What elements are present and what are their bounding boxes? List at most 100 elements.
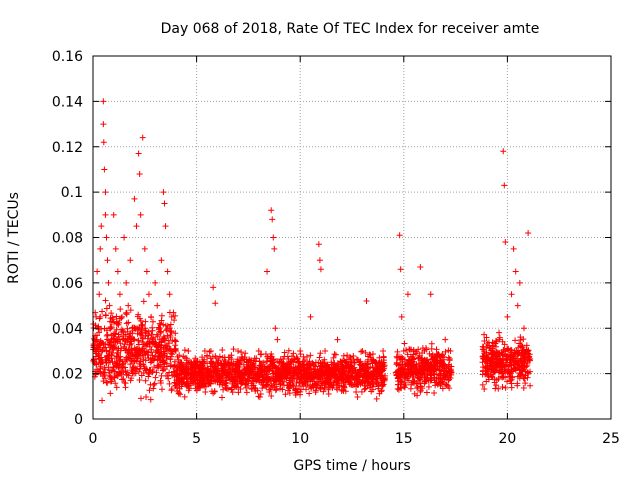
data-point <box>150 385 157 392</box>
data-point <box>101 369 108 376</box>
data-point <box>178 364 185 371</box>
data-point <box>313 379 320 386</box>
data-point <box>292 387 299 394</box>
data-point <box>90 335 97 342</box>
y-tick-label: 0.04 <box>52 321 83 337</box>
data-point <box>122 331 129 338</box>
data-point <box>256 379 263 386</box>
data-point <box>484 340 491 347</box>
data-point <box>414 383 421 390</box>
data-point <box>167 321 174 328</box>
data-point <box>249 362 256 369</box>
data-point <box>93 313 100 320</box>
data-point <box>229 366 236 373</box>
data-point <box>100 139 107 146</box>
data-point <box>360 362 367 369</box>
data-point <box>243 389 250 396</box>
data-point <box>319 380 326 387</box>
data-point <box>321 356 328 363</box>
data-point <box>211 365 218 372</box>
data-point <box>143 268 150 275</box>
data-point <box>120 332 127 339</box>
data-point <box>242 350 249 357</box>
data-point <box>139 346 146 353</box>
data-point <box>502 384 509 391</box>
data-point <box>153 331 160 338</box>
data-point <box>290 359 297 366</box>
data-point <box>205 380 212 387</box>
data-point <box>202 389 209 396</box>
data-point <box>224 370 231 377</box>
data-point <box>157 352 164 359</box>
data-point <box>317 386 324 393</box>
data-point <box>433 346 440 353</box>
data-point <box>307 383 314 390</box>
data-point <box>206 348 213 355</box>
data-point <box>525 347 532 354</box>
data-point <box>172 312 179 319</box>
y-tick-label: 0.14 <box>52 94 83 110</box>
data-point <box>264 381 271 388</box>
data-point <box>522 380 529 387</box>
data-point <box>397 372 404 379</box>
data-point <box>369 350 376 357</box>
data-point <box>271 363 278 370</box>
data-point <box>341 375 348 382</box>
data-point <box>216 377 223 384</box>
data-point <box>95 356 102 363</box>
data-point <box>108 336 115 343</box>
data-point <box>214 359 221 366</box>
data-point <box>224 360 231 367</box>
data-point <box>410 348 417 355</box>
data-point <box>514 361 521 368</box>
data-point <box>142 327 149 334</box>
data-point <box>481 386 488 393</box>
data-point <box>493 377 500 384</box>
data-point <box>404 351 411 358</box>
data-point <box>198 378 205 385</box>
data-point <box>176 352 183 359</box>
data-point <box>255 347 262 354</box>
data-point <box>363 298 370 305</box>
data-point <box>307 352 314 359</box>
data-point <box>437 382 444 389</box>
data-point <box>272 325 279 332</box>
data-point <box>428 340 435 347</box>
data-point <box>99 397 106 404</box>
data-point <box>373 395 380 402</box>
data-point <box>428 371 435 378</box>
data-point <box>269 367 276 374</box>
data-point <box>307 313 314 320</box>
data-point <box>289 375 296 382</box>
data-point <box>358 388 365 395</box>
data-point <box>355 370 362 377</box>
data-point <box>166 369 173 376</box>
data-point <box>514 382 521 389</box>
data-point <box>164 268 171 275</box>
data-point <box>415 355 422 362</box>
data-point <box>499 338 506 345</box>
data-point <box>524 369 531 376</box>
y-tick-label: 0.08 <box>52 231 83 247</box>
data-point <box>257 372 264 379</box>
data-point <box>148 313 155 320</box>
x-axis-ticks: 0 5 10 15 20 25 <box>89 56 620 447</box>
data-point <box>114 372 121 379</box>
data-point <box>527 357 534 364</box>
data-point <box>397 361 404 368</box>
data-point <box>99 308 106 315</box>
data-point <box>504 355 511 362</box>
data-point <box>428 364 435 371</box>
data-point <box>256 358 263 365</box>
data-point <box>248 370 255 377</box>
data-point <box>201 347 208 354</box>
data-point <box>110 211 117 218</box>
data-point <box>168 387 175 394</box>
data-point <box>125 354 132 361</box>
data-point <box>340 382 347 389</box>
data-point <box>325 386 332 393</box>
data-point <box>361 377 368 384</box>
data-point <box>222 366 229 373</box>
data-point <box>331 359 338 366</box>
data-point <box>290 355 297 362</box>
